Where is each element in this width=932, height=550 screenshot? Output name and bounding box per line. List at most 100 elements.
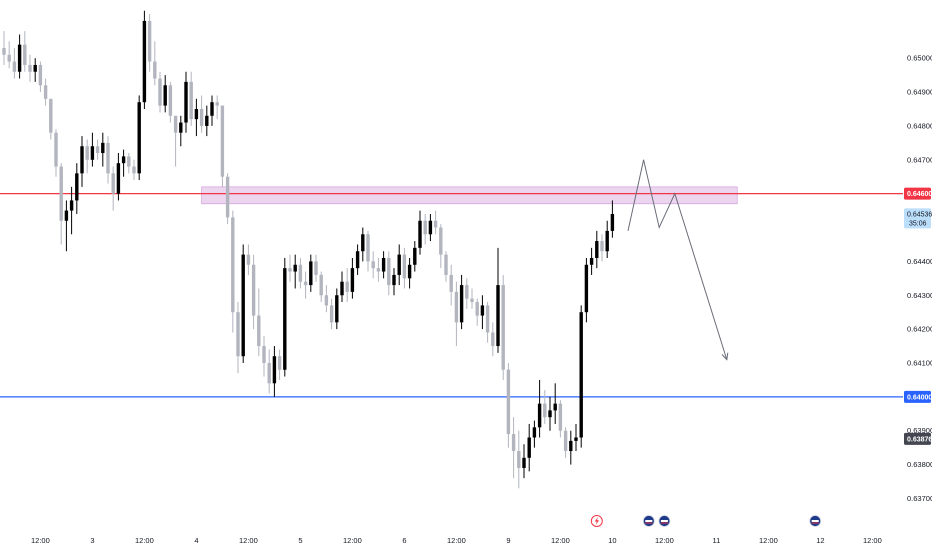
candle-body [2, 48, 6, 55]
candle-body [480, 305, 485, 316]
candle-body [465, 285, 469, 299]
candle-body [147, 20, 152, 62]
candle-body [574, 437, 578, 441]
candle-body [543, 403, 547, 418]
time-tick-label: 4 [194, 536, 198, 545]
time-tick-label: 3 [90, 536, 94, 545]
candle-body [381, 258, 386, 272]
candle-body [402, 254, 407, 279]
candle-body [459, 285, 464, 323]
candle-body [329, 305, 334, 323]
flag-icon-stripe [660, 522, 668, 524]
candle-body [257, 315, 261, 347]
candle-body [90, 146, 95, 160]
candle-body [579, 312, 583, 438]
candle-body [246, 254, 251, 265]
candle-body [532, 427, 537, 438]
flag-icon-stripe [645, 522, 653, 524]
price-tick-label: 0.65000 [907, 54, 932, 63]
price-tick-label: 0.64800 [907, 121, 932, 130]
candle-body [589, 258, 594, 265]
last-price-label: 0.64536 [907, 211, 932, 218]
lightning-icon [594, 517, 599, 525]
candle-body [132, 166, 136, 174]
candle-body [23, 44, 27, 65]
price-tick-label: 0.64200 [907, 325, 932, 334]
time-tick-label: 12:00 [343, 536, 362, 545]
candle-body [548, 410, 552, 418]
candle-body [376, 268, 381, 272]
candle-body [49, 98, 53, 133]
candle-body [324, 295, 329, 306]
candle-body [215, 102, 219, 106]
time-tick-label: 10 [608, 536, 616, 545]
candle-body [106, 142, 110, 174]
candle-body [475, 302, 479, 316]
price-tick-label: 0.64400 [907, 257, 932, 266]
price-level-badge-0 [904, 187, 931, 200]
candle-body [95, 146, 100, 154]
time-tick-label: 12 [816, 536, 824, 545]
candle-body [43, 85, 48, 99]
flag-icon-stripe [645, 520, 653, 522]
candle-body [236, 312, 240, 357]
candle-body [428, 220, 433, 235]
price-tick-label: 0.64700 [907, 155, 932, 164]
marker-price-badge [904, 432, 931, 445]
candle-body [38, 64, 43, 86]
price-level-badge-1 [904, 390, 931, 403]
candle-body [335, 295, 339, 323]
candle-body [563, 430, 568, 452]
last-price-badge [904, 208, 931, 229]
candle-body [168, 85, 173, 116]
time-axis[interactable]: 12:00 3 12:00 4 12:00 5 12:00 6 12:00 9 12:00 10 12:… [31, 536, 882, 545]
candle-body [449, 274, 453, 292]
candle-body [595, 241, 599, 258]
candle-body [225, 176, 230, 218]
candle-body [392, 274, 396, 286]
candle-body [210, 102, 214, 116]
candle-body [173, 115, 178, 133]
candle-body [407, 264, 412, 279]
price-tick-label: 0.63700 [907, 494, 932, 503]
candle-body [340, 281, 344, 296]
candle-body [69, 200, 74, 211]
candle-body [553, 403, 557, 411]
candle-body [194, 108, 199, 120]
candle-body [314, 261, 318, 275]
price-tick-label: 0.63900 [907, 426, 932, 435]
candle-body [231, 217, 235, 313]
price-axis-background [903, 0, 932, 550]
price-tick-label: 0.64300 [907, 291, 932, 300]
time-tick-label: 12:00 [447, 536, 466, 545]
candle-body [293, 264, 297, 272]
candle-body [610, 213, 615, 231]
candle-body [569, 440, 573, 452]
candle-body [272, 356, 277, 384]
price-tick-label: 0.64900 [907, 88, 932, 97]
countdown-label: 35:06 [909, 220, 927, 227]
candle-body [433, 220, 438, 228]
candle-body [142, 20, 147, 103]
price-level-badge-label: 0.64600 [907, 191, 932, 198]
candle-body [485, 305, 490, 333]
candle-body [251, 264, 256, 316]
candle-body [558, 403, 563, 431]
flag-icon-stripe [811, 522, 819, 524]
candle-body [387, 258, 391, 286]
candle-body [397, 254, 401, 275]
candle-body [491, 332, 495, 347]
time-tick-label: 9 [506, 536, 510, 545]
candle-body [179, 122, 183, 133]
projection-arrowhead-icon [721, 352, 729, 361]
candle-body [59, 166, 63, 221]
candle-body [470, 298, 474, 303]
supply-zone-rect [201, 186, 738, 205]
time-tick-label: 12:00 [863, 536, 882, 545]
price-axis[interactable]: 0.65000 0.64900 0.64800 0.64700 0.64400 0.643… [903, 0, 932, 550]
candle-body [454, 291, 459, 323]
candle-body [158, 78, 162, 106]
candle-body [127, 156, 131, 167]
